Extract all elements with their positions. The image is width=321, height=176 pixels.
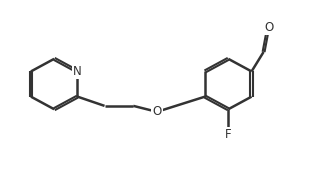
Text: N: N (73, 65, 82, 78)
Text: O: O (152, 105, 161, 118)
Text: F: F (225, 128, 232, 141)
Text: O: O (264, 21, 273, 34)
